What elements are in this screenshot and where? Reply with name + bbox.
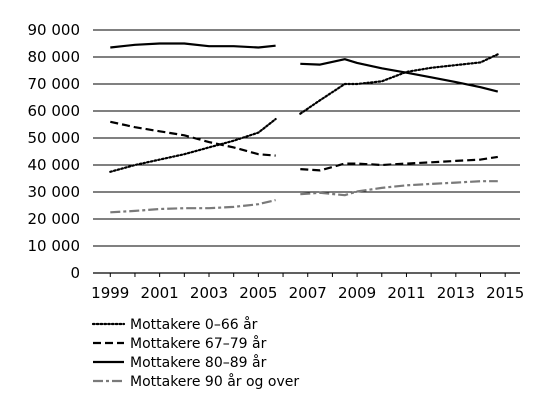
y-tick-label: 30 000 — [28, 183, 81, 201]
y-tick-labels: 0 10 000 20 000 30 000 40 000 50 000 60 000 70 … — [28, 21, 81, 282]
series-line-1-segment-0 — [110, 120, 276, 157]
x-tick-label: 2009 — [338, 284, 376, 302]
y-tick-label: 90 000 — [28, 21, 81, 39]
y-tick-label: 80 000 — [28, 48, 81, 66]
series-line-2-segment-1 — [300, 58, 499, 93]
legend: Mottakere 0–66 år Mottakere 67–79 år Motta… — [91, 316, 299, 390]
grid-lines — [93, 29, 520, 247]
y-tick-label: 10 000 — [28, 237, 81, 255]
series-line-3-segment-0 — [110, 199, 276, 214]
legend-label-0: Mottakere 0–66 år — [130, 316, 258, 333]
x-tick-labels: 1999 2001 2003 2005 2007 2009 2011 2013 2015 — [91, 284, 524, 302]
y-tick-label: 20 000 — [28, 210, 81, 228]
series-lines — [109, 42, 499, 214]
legend-label-1: Mottakere 67–79 år — [130, 335, 267, 352]
x-tick-label: 2015 — [486, 284, 524, 302]
x-tick-label: 2003 — [190, 284, 228, 302]
legend-label-3: Mottakere 90 år og over — [130, 373, 299, 390]
x-tick-label: 2005 — [239, 284, 277, 302]
x-tick-label: 2001 — [141, 284, 179, 302]
x-tick-label: 2007 — [289, 284, 327, 302]
y-tick-label: 70 000 — [28, 75, 81, 93]
y-tick-label: 60 000 — [28, 102, 81, 120]
x-tick-label: 1999 — [91, 284, 129, 302]
legend-label-2: Mottakere 80–89 år — [130, 354, 267, 371]
series-line-0-segment-1 — [299, 53, 499, 115]
axes — [93, 272, 520, 277]
y-tick-label: 0 — [70, 264, 80, 282]
x-tick-label: 2011 — [387, 284, 425, 302]
series-line-0-segment-0 — [109, 117, 277, 173]
series-line-1-segment-1 — [300, 155, 498, 172]
y-tick-label: 40 000 — [28, 156, 81, 174]
series-line-2-segment-0 — [110, 42, 276, 49]
x-tick-label: 2013 — [437, 284, 475, 302]
y-tick-label: 50 000 — [28, 129, 81, 147]
series-line-3-segment-1 — [300, 180, 498, 197]
